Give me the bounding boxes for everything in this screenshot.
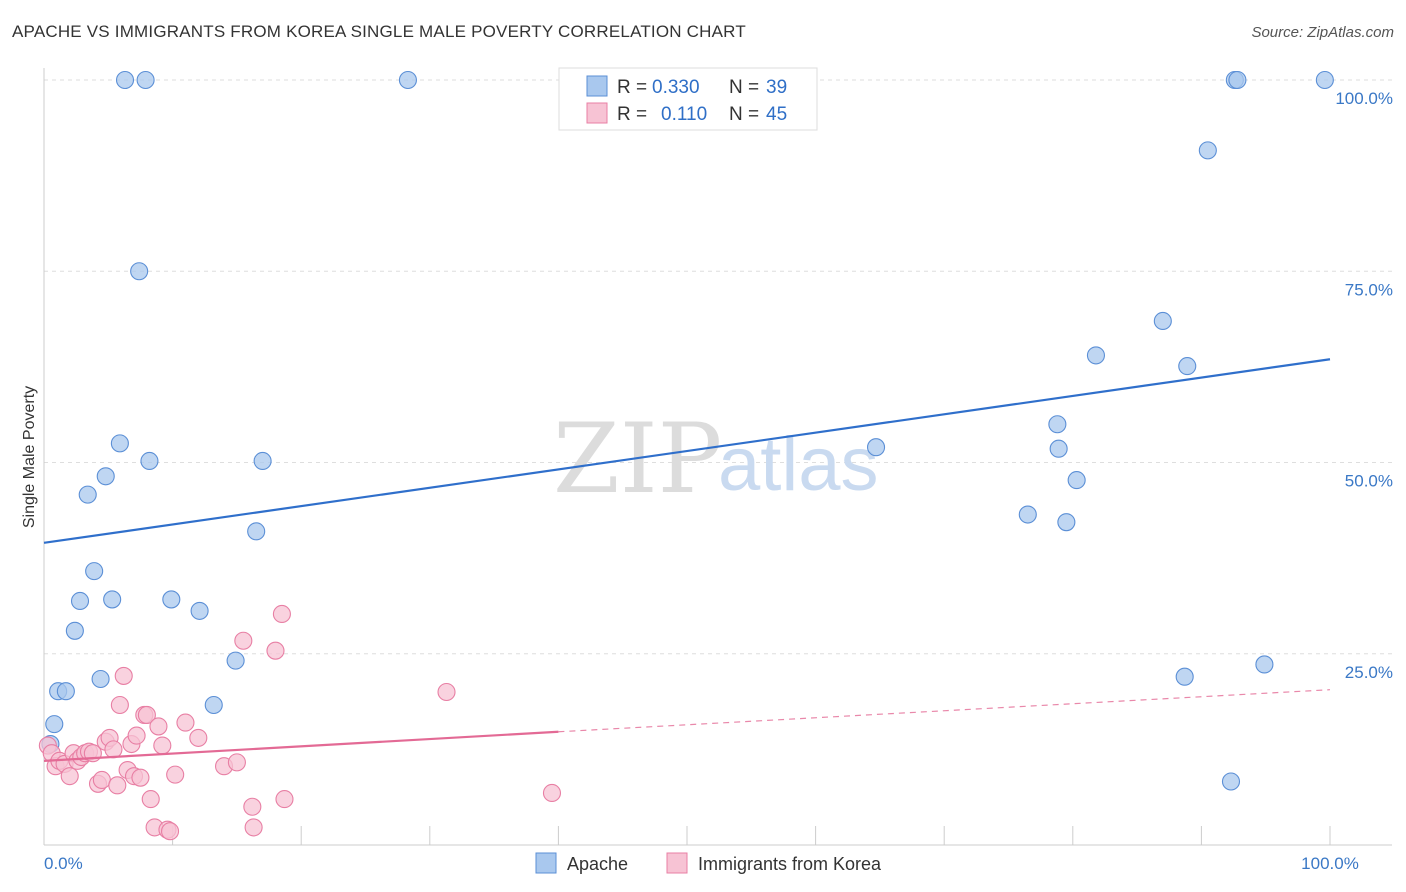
point-apache-1: [136, 70, 155, 90]
point-apache-28: [65, 621, 84, 640]
point-korea-18: [110, 695, 129, 715]
point-korea-35: [189, 728, 208, 747]
point-korea-45: [542, 783, 562, 803]
point-korea-32: [160, 822, 180, 841]
point-apache-38: [1221, 772, 1241, 791]
point-apache-32: [1255, 655, 1274, 674]
point-apache-16: [1049, 439, 1068, 458]
point-korea-41: [266, 641, 285, 660]
point-apache-7: [130, 262, 149, 281]
legend-n-apache: 39: [766, 77, 787, 98]
point-apache-2: [398, 70, 417, 90]
point-apache-31: [1175, 667, 1194, 686]
legend-r-label-apache: R =: [617, 77, 647, 98]
bottom-legend-label-korea: Immigrants from Korea: [698, 854, 882, 874]
point-apache-25: [103, 590, 122, 609]
point-apache-34: [56, 682, 75, 701]
point-apache-21: [1057, 513, 1076, 532]
point-korea-17: [108, 776, 127, 795]
point-apache-24: [70, 591, 90, 611]
point-korea-42: [272, 604, 291, 624]
bottom-legend-swatch-korea: [666, 852, 688, 874]
y-axis-label: Single Male Poverty: [21, 386, 38, 528]
legend-r-label-korea: R =: [617, 104, 647, 125]
point-korea-23: [127, 726, 146, 745]
bottom-legend-label-apache: Apache: [567, 854, 628, 874]
point-korea-29: [149, 717, 168, 736]
point-apache-8: [1153, 311, 1172, 331]
point-korea-44: [437, 682, 456, 702]
point-apache-20: [1018, 505, 1037, 524]
y-tick-label-3: 100.0%: [1335, 89, 1393, 108]
axes: [43, 68, 1392, 846]
x-tick-label-0: 0.0%: [44, 854, 83, 873]
point-apache-22: [247, 522, 266, 541]
point-korea-24: [131, 768, 150, 787]
legend-n-label-korea: N =: [729, 104, 759, 125]
point-apache-14: [866, 438, 886, 457]
legend-r-apache: 0.330: [652, 77, 700, 98]
legend-r-korea: 0.110: [661, 104, 707, 125]
point-korea-33: [166, 765, 185, 784]
point-apache-15: [1048, 415, 1067, 434]
tick-labels: 25.0% 50.0% 75.0% 100.0% 0.0% 100.0%: [44, 89, 1393, 873]
point-korea-40: [244, 818, 263, 837]
point-apache-27: [190, 601, 209, 620]
point-korea-38: [234, 631, 253, 650]
point-korea-19: [114, 666, 133, 685]
bottom-legend: Apache Immigrants from Korea: [535, 852, 882, 874]
point-apache-23: [85, 562, 104, 581]
trend-line-dashed-korea: [558, 689, 1331, 733]
trend-lines: [43, 358, 1331, 762]
point-apache-26: [162, 590, 181, 609]
point-apache-4: [1228, 70, 1247, 90]
point-korea-16: [104, 740, 123, 759]
legend-n-korea: 45: [766, 104, 787, 125]
point-apache-6: [1198, 141, 1217, 160]
point-apache-17: [96, 467, 115, 486]
point-apache-18: [78, 485, 97, 504]
trend-line-korea: [43, 730, 559, 762]
chart-title: APACHE VS IMMIGRANTS FROM KOREA SINGLE M…: [12, 22, 746, 41]
point-apache-11: [110, 434, 129, 453]
point-korea-27: [141, 790, 160, 809]
legend-swatch-korea: [586, 102, 608, 124]
point-korea-30: [153, 736, 172, 755]
point-korea-13: [92, 770, 111, 790]
y-tick-label-2: 75.0%: [1345, 280, 1393, 299]
y-tick-label-0: 25.0%: [1345, 663, 1393, 682]
point-korea-37: [227, 753, 246, 772]
point-apache-10: [1178, 357, 1197, 376]
point-korea-26: [137, 705, 156, 725]
point-korea-39: [243, 797, 262, 816]
legend-swatch-apache: [586, 75, 608, 97]
x-tick-label-1: 100.0%: [1301, 854, 1359, 873]
point-apache-5: [1315, 70, 1334, 90]
point-apache-12: [140, 451, 159, 471]
source-label: Source: ZipAtlas.com: [1251, 24, 1394, 41]
point-korea-34: [176, 713, 195, 732]
watermark: ZIP atlas: [553, 403, 879, 515]
point-apache-19: [1067, 471, 1086, 490]
point-korea-5: [60, 767, 79, 786]
point-apache-0: [115, 70, 135, 90]
legend-n-label-apache: N =: [729, 77, 759, 98]
point-apache-9: [1086, 346, 1105, 365]
point-korea-43: [275, 790, 294, 809]
y-tick-label-1: 50.0%: [1345, 472, 1393, 491]
bottom-legend-swatch-apache: [535, 852, 557, 874]
point-apache-29: [226, 651, 245, 670]
trend-line-apache: [43, 358, 1331, 544]
point-apache-35: [204, 695, 223, 715]
point-apache-30: [91, 669, 110, 689]
top-legend: R = 0.330 N = 39 R = 0.110 N = 45: [558, 67, 818, 131]
point-apache-36: [45, 715, 64, 734]
point-apache-13: [253, 451, 272, 471]
